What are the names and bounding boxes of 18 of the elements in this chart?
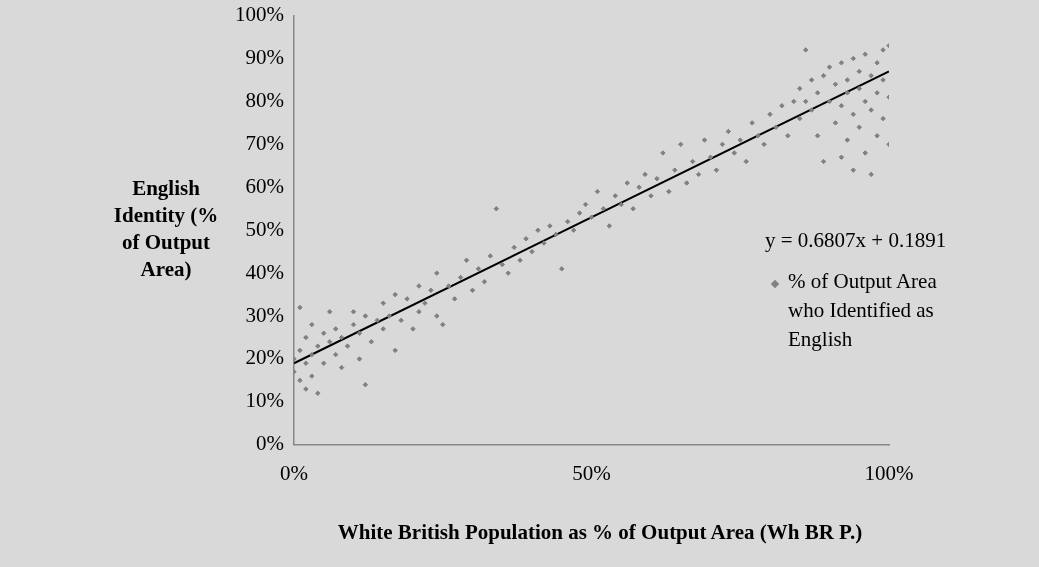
x-tick-label: 50% <box>572 460 611 485</box>
annotation: y = 0.6807x + 0.1891 <box>765 228 947 253</box>
x-tick-label: 100% <box>864 460 914 485</box>
y-tick-label: 40% <box>245 259 284 284</box>
y-tick-label: 70% <box>245 130 284 155</box>
y-tick-label: 10% <box>245 388 284 413</box>
x-tick-label: 0% <box>279 460 308 485</box>
y-tick-label: 100% <box>234 2 284 27</box>
y-axis-title: English Identity (% of Output Area) <box>112 175 220 283</box>
y-tick-label: 20% <box>245 345 284 370</box>
y-tick-label: 50% <box>245 216 284 241</box>
legend-label: % of Output Area who Identified as English <box>788 268 938 353</box>
y-tick-label: 80% <box>245 87 284 112</box>
y-tick-label: 30% <box>245 302 284 327</box>
y-tick-label: 0% <box>255 431 284 456</box>
y-tick-label: 90% <box>245 45 284 70</box>
y-tick-label: 60% <box>245 173 284 198</box>
x-axis-title: White British Population as % of Output Area (Wh BR P.) <box>336 520 864 545</box>
